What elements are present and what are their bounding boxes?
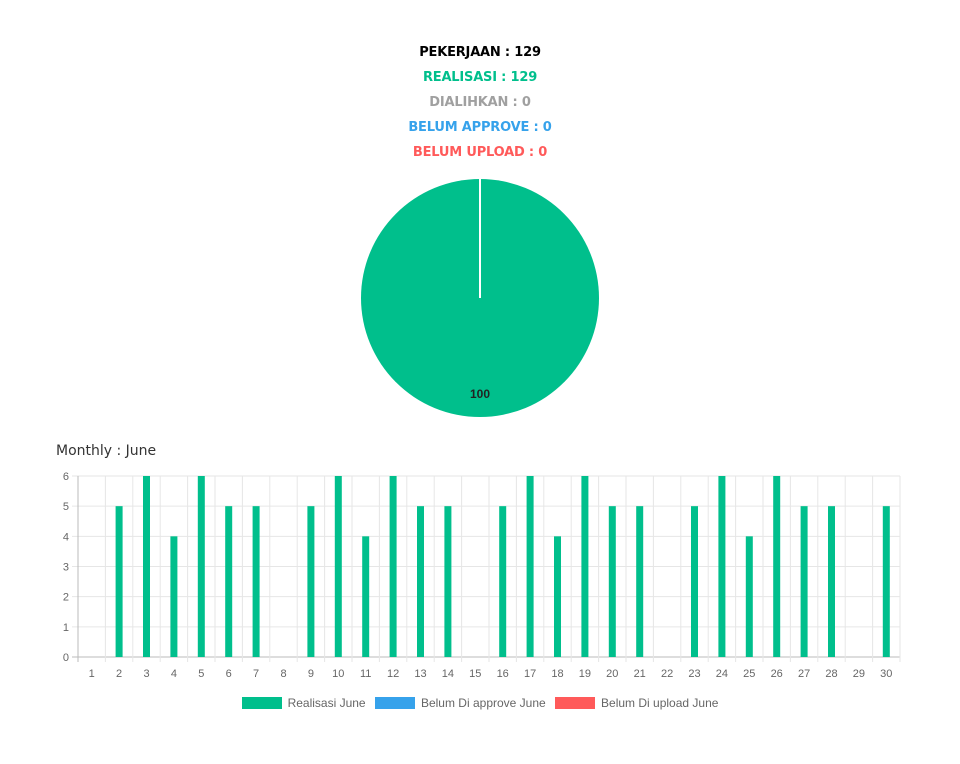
bar-realisasi-june[interactable] — [828, 506, 835, 657]
bar-realisasi-june[interactable] — [691, 506, 698, 657]
legend-swatch-belum-upload — [555, 697, 596, 710]
x-tick-label: 25 — [743, 668, 755, 680]
legend-item-belum-upload[interactable]: Belum Di upload June — [555, 695, 718, 710]
x-tick-label: 1 — [89, 668, 95, 680]
bar-realisasi-june[interactable] — [444, 506, 452, 657]
bar-realisasi-june[interactable] — [526, 476, 534, 657]
bar-realisasi-june[interactable] — [773, 476, 781, 657]
bar-realisasi-june[interactable] — [389, 476, 397, 657]
bar-realisasi-june[interactable] — [745, 536, 753, 657]
y-tick-label: 2 — [63, 592, 69, 604]
monthly-title: Monthly : June — [56, 443, 157, 459]
x-tick-label: 29 — [853, 668, 865, 680]
bar-realisasi-june[interactable] — [307, 506, 315, 657]
y-tick-label: 4 — [63, 531, 69, 543]
x-tick-label: 18 — [551, 668, 563, 680]
y-tick-label: 5 — [63, 501, 69, 513]
x-tick-label: 21 — [634, 668, 646, 680]
bar-realisasi-june[interactable] — [252, 506, 260, 657]
bar-realisasi-june[interactable] — [499, 506, 507, 657]
x-tick-label: 24 — [716, 668, 728, 680]
x-tick-label: 10 — [332, 668, 344, 680]
x-tick-label: 11 — [360, 668, 371, 680]
bar-realisasi-june[interactable] — [417, 506, 424, 657]
bar-realisasi-june[interactable] — [608, 506, 616, 657]
pekerjaan-total: PEKERJAAN : 129 — [419, 45, 541, 60]
dialihkan-total: DIALIHKAN : 0 — [429, 95, 531, 110]
bar-realisasi-june[interactable] — [800, 506, 808, 657]
x-tick-label: 8 — [280, 668, 286, 680]
bar-realisasi-june[interactable] — [197, 476, 205, 657]
y-tick-label: 6 — [63, 471, 69, 483]
pie-data-label: 100 — [470, 387, 490, 401]
bar-realisasi-june[interactable] — [225, 506, 233, 657]
bar-realisasi-june[interactable] — [170, 536, 178, 657]
y-tick-label: 1 — [63, 622, 69, 634]
legend-item-belum-approve[interactable]: Belum Di approve June — [374, 695, 546, 711]
bar-realisasi-june[interactable] — [554, 536, 561, 657]
x-tick-label: 9 — [308, 668, 314, 680]
x-tick-label: 5 — [198, 668, 204, 680]
x-tick-label: 23 — [688, 668, 700, 680]
belum-approve-total: BELUM APPROVE : 0 — [408, 120, 552, 135]
bar-realisasi-june[interactable] — [143, 476, 150, 657]
bar-realisasi-june[interactable] — [636, 506, 644, 657]
x-tick-label: 16 — [497, 668, 509, 680]
bar-realisasi-june[interactable] — [718, 476, 726, 657]
x-tick-label: 17 — [524, 668, 536, 680]
x-tick-label: 6 — [226, 668, 232, 680]
pie-chart[interactable]: 100 — [360, 178, 600, 418]
bar-realisasi-june[interactable] — [334, 476, 342, 657]
x-tick-label: 28 — [825, 668, 837, 680]
x-tick-label: 12 — [387, 668, 399, 680]
x-tick-label: 19 — [579, 668, 591, 680]
belum-upload-total: BELUM UPLOAD : 0 — [412, 145, 548, 160]
x-tick-label: 15 — [469, 668, 481, 680]
x-tick-label: 30 — [880, 668, 892, 680]
chart-legend: Realisasi June Belum Di approve June Bel… — [0, 695, 960, 710]
legend-label-belum-upload: Belum Di upload June — [601, 696, 719, 711]
summary-block: PEKERJAAN : 129 REALISASI : 129 DIALIHKA… — [0, 40, 960, 165]
x-tick-label: 22 — [661, 668, 673, 680]
legend-label-belum-approve: Belum Di approve June — [420, 696, 546, 711]
x-tick-label: 27 — [798, 668, 810, 680]
x-tick-label: 26 — [771, 668, 783, 680]
legend-label-realisasi: Realisasi June — [287, 696, 366, 711]
x-tick-label: 7 — [253, 668, 259, 680]
realisasi-total: REALISASI : 129 — [422, 70, 538, 85]
legend-item-realisasi[interactable]: Realisasi June — [241, 695, 366, 711]
bar-realisasi-june[interactable] — [115, 506, 123, 657]
y-tick-label: 3 — [63, 562, 69, 574]
bar-realisasi-june[interactable] — [882, 506, 890, 657]
x-tick-label: 3 — [143, 668, 149, 680]
x-tick-label: 4 — [171, 668, 177, 680]
legend-swatch-realisasi — [241, 697, 282, 710]
bar-realisasi-june[interactable] — [362, 536, 370, 657]
x-tick-label: 14 — [442, 668, 454, 680]
x-tick-label: 2 — [116, 668, 122, 680]
x-tick-label: 20 — [606, 668, 618, 680]
bar-realisasi-june[interactable] — [581, 476, 589, 657]
y-tick-label: 0 — [63, 652, 69, 664]
x-tick-label: 13 — [414, 668, 426, 680]
legend-swatch-belum-approve — [374, 697, 415, 710]
